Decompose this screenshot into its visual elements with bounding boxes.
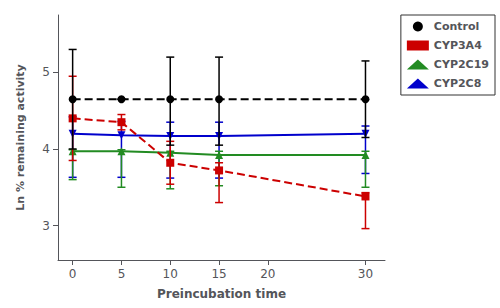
svg-text:5: 5 [42,65,50,79]
svg-text:0: 0 [69,267,77,281]
svg-text:10: 10 [163,267,178,281]
svg-text:20: 20 [260,267,275,281]
svg-text:Ln % remaining activity: Ln % remaining activity [14,64,27,211]
svg-text:CYP2C8: CYP2C8 [434,77,481,90]
svg-text:5: 5 [118,267,126,281]
svg-text:15: 15 [211,267,226,281]
svg-text:4: 4 [42,142,50,156]
svg-text:Preincubation time: Preincubation time [157,287,286,301]
svg-text:CYP2C19: CYP2C19 [434,58,489,71]
svg-text:3: 3 [42,219,50,233]
svg-text:30: 30 [358,267,373,281]
svg-text:CYP3A4: CYP3A4 [434,39,482,52]
svg-text:Control: Control [434,20,479,33]
